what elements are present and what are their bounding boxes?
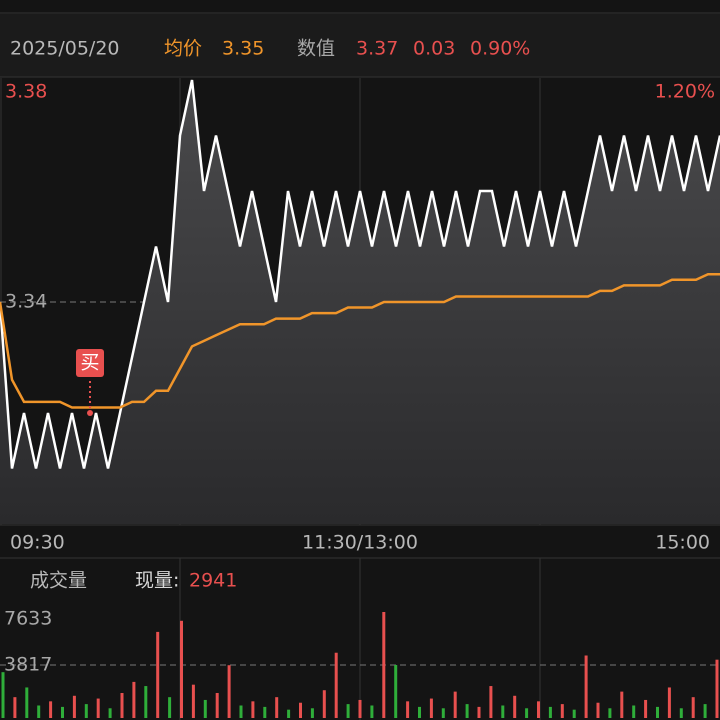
volume-bar xyxy=(263,706,267,718)
y-tick-label: 3.38 xyxy=(5,81,47,103)
volume-bar xyxy=(37,705,41,718)
volume-bar xyxy=(61,706,64,718)
volume-bar xyxy=(501,705,505,718)
volume-bar xyxy=(13,697,17,718)
volume-bar xyxy=(287,709,291,718)
volume-bar xyxy=(370,705,374,718)
volume-bar xyxy=(418,706,421,718)
volume-bar xyxy=(310,708,314,718)
y-tick-label: 3817 xyxy=(4,653,52,675)
volume-bar xyxy=(25,687,29,718)
volume-bar xyxy=(120,693,124,718)
volume-bar xyxy=(453,691,457,718)
y2-tick-label: 1.20% xyxy=(655,81,715,103)
series-line xyxy=(0,79,720,469)
volume-bar xyxy=(215,693,219,718)
volume-bar xyxy=(715,659,719,718)
date: 2025/05/20 xyxy=(10,38,120,60)
volume-bar xyxy=(489,686,493,718)
avg-value: 3.35 xyxy=(222,38,264,60)
price: 3.37 xyxy=(356,38,398,60)
volume-bar xyxy=(608,708,612,718)
volume-bar xyxy=(1,672,5,718)
volume-bar xyxy=(275,697,279,718)
volume-bar xyxy=(180,620,183,718)
volume-bar xyxy=(667,687,671,718)
change: 0.03 xyxy=(413,38,455,60)
volume-bar xyxy=(144,686,148,718)
x-tick-label: 11:30/13:00 xyxy=(302,532,418,554)
value-label: 数值 xyxy=(297,38,335,60)
volume-bar xyxy=(584,655,588,718)
volume-bar xyxy=(572,709,576,718)
volume-bar xyxy=(513,695,517,718)
volume-bar xyxy=(382,612,386,718)
volume-bar xyxy=(239,705,243,718)
volume-bar xyxy=(632,705,636,718)
volume-bar xyxy=(203,699,207,718)
y-tick-label: 7633 xyxy=(4,608,52,630)
volume-bar xyxy=(703,704,707,718)
volume-bar xyxy=(132,681,136,718)
volume-bar xyxy=(108,708,112,718)
volume-bar xyxy=(644,699,648,718)
volume-bar xyxy=(656,706,659,718)
annotation-badge xyxy=(76,349,104,377)
volume-bar xyxy=(465,704,469,718)
volume-bar xyxy=(251,701,255,718)
volume-bar xyxy=(72,695,76,718)
avg-label: 均价 xyxy=(164,38,202,60)
volume-bar xyxy=(477,706,481,718)
volume-bar xyxy=(394,664,398,718)
volume-bar xyxy=(191,684,195,718)
annotation-dot xyxy=(87,410,93,416)
volume-bar xyxy=(406,701,410,718)
change-pct: 0.90% xyxy=(470,38,530,60)
volume-bar xyxy=(84,704,88,718)
volume-bar xyxy=(620,691,624,718)
volume-bar xyxy=(227,665,231,718)
volume-bar xyxy=(537,701,540,718)
volume-bar xyxy=(596,702,600,718)
annotation-text: 买 xyxy=(80,352,99,374)
volume-bar xyxy=(168,697,172,718)
current-label: 现量: xyxy=(135,570,179,592)
volume-bar xyxy=(96,698,100,718)
volume-bar xyxy=(679,708,683,718)
volume-bar xyxy=(525,708,529,718)
volume-bar xyxy=(548,706,552,718)
volume-bar xyxy=(299,702,302,718)
volume-bar xyxy=(322,690,326,718)
x-tick-label: 15:00 xyxy=(655,532,710,554)
volume-bar xyxy=(346,704,350,718)
volume-bar xyxy=(429,698,433,718)
volume-bar xyxy=(156,631,160,718)
current-value: 2941 xyxy=(189,570,237,592)
volume-title: 成交量 xyxy=(30,570,87,592)
volume-bar xyxy=(441,708,445,718)
info-bar xyxy=(0,14,720,77)
volume-bar xyxy=(691,697,695,718)
volume-bar xyxy=(560,704,564,718)
volume-bar xyxy=(358,699,362,718)
x-tick-label: 09:30 xyxy=(10,532,65,554)
volume-bar xyxy=(334,652,338,718)
volume-bar xyxy=(49,701,53,718)
y-tick-label: 3.34 xyxy=(5,291,47,313)
series-line xyxy=(0,273,720,409)
top-strip xyxy=(0,0,720,13)
